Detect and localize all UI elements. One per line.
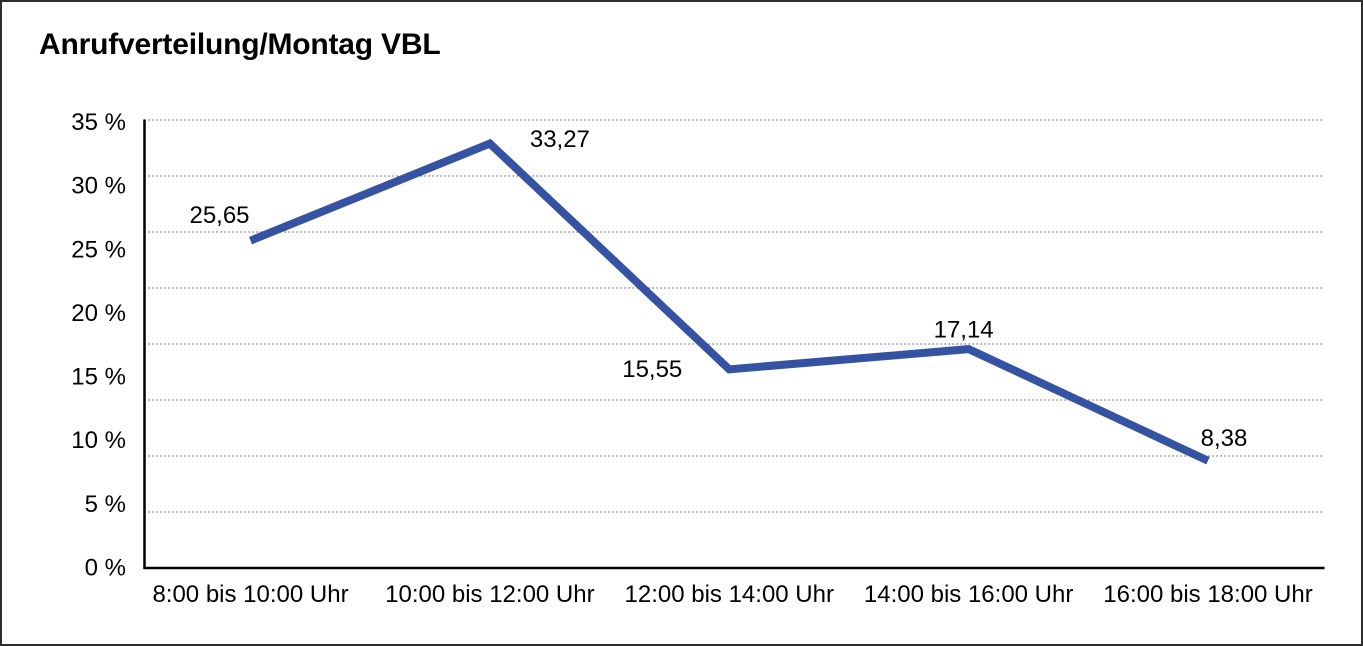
- y-tick-label: 0 %: [85, 555, 126, 582]
- x-tick-label: 8:00 bis 10:00 Uhr: [152, 581, 348, 608]
- y-tick-label: 30 %: [71, 173, 126, 200]
- value-label: 17,14: [934, 317, 994, 344]
- x-tick-label: 12:00 bis 14:00 Uhr: [625, 581, 834, 608]
- value-label: 25,65: [189, 202, 249, 229]
- y-tick-label: 20 %: [71, 300, 126, 327]
- value-label: 15,55: [622, 356, 682, 383]
- chart-title: Anrufverteilung/Montag VBL: [39, 28, 441, 61]
- x-tick-label: 14:00 bis 16:00 Uhr: [864, 581, 1073, 608]
- y-tick-label: 25 %: [71, 236, 126, 263]
- y-tick-label: 10 %: [71, 427, 126, 454]
- data-series-line: [248, 138, 1210, 465]
- x-tick-label: 10:00 bis 12:00 Uhr: [385, 581, 594, 608]
- y-tick-label: 5 %: [85, 491, 126, 518]
- value-label: 8,38: [1201, 425, 1248, 452]
- y-tick-label: 35 %: [71, 109, 126, 136]
- value-label: 33,27: [530, 126, 590, 153]
- y-tick-label: 15 %: [71, 364, 126, 391]
- x-tick-label: 16:00 bis 18:00 Uhr: [1103, 581, 1312, 608]
